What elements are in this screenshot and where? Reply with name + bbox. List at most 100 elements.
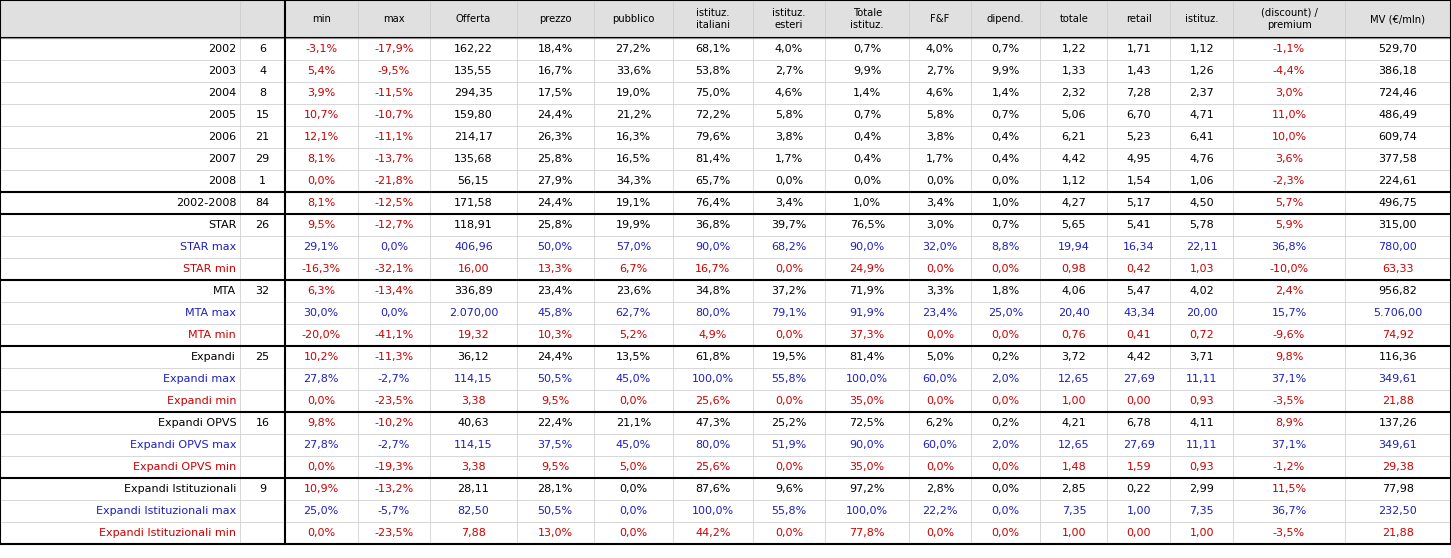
- Text: 20,40: 20,40: [1058, 308, 1090, 318]
- Text: 7,28: 7,28: [1126, 88, 1151, 98]
- Text: 6,2%: 6,2%: [926, 418, 953, 428]
- Text: 3,38: 3,38: [461, 462, 486, 472]
- Text: 37,5%: 37,5%: [537, 440, 573, 450]
- Text: 0,0%: 0,0%: [620, 506, 647, 516]
- Text: 9,5%: 9,5%: [308, 220, 335, 230]
- Text: 4,42: 4,42: [1062, 154, 1087, 164]
- Text: 0,22: 0,22: [1126, 484, 1151, 494]
- Text: -11,1%: -11,1%: [374, 132, 414, 142]
- Text: 0,4%: 0,4%: [853, 154, 881, 164]
- Text: 6,78: 6,78: [1126, 418, 1151, 428]
- Bar: [0, 280, 1451, 302]
- Text: 3,3%: 3,3%: [926, 286, 953, 296]
- Text: -11,3%: -11,3%: [374, 352, 414, 362]
- Text: 0,7%: 0,7%: [991, 110, 1020, 120]
- Text: 40,63: 40,63: [457, 418, 489, 428]
- Text: 36,8%: 36,8%: [695, 220, 730, 230]
- Bar: [0, 434, 1451, 456]
- Text: 232,50: 232,50: [1378, 506, 1418, 516]
- Text: 3,9%: 3,9%: [308, 88, 335, 98]
- Text: 10,2%: 10,2%: [303, 352, 340, 362]
- Text: 0,7%: 0,7%: [991, 44, 1020, 54]
- Text: 0,93: 0,93: [1190, 396, 1214, 406]
- Text: -21,8%: -21,8%: [374, 176, 414, 186]
- Text: 0,0%: 0,0%: [380, 242, 408, 252]
- Text: 2,99: 2,99: [1190, 484, 1214, 494]
- Text: 45,0%: 45,0%: [615, 374, 651, 384]
- Text: 36,7%: 36,7%: [1271, 506, 1307, 516]
- Text: 9,5%: 9,5%: [541, 396, 569, 406]
- Text: 37,1%: 37,1%: [1271, 374, 1307, 384]
- Text: 0,0%: 0,0%: [926, 176, 953, 186]
- Text: 21,88: 21,88: [1381, 528, 1413, 538]
- Text: 780,00: 780,00: [1378, 242, 1418, 252]
- Text: -2,3%: -2,3%: [1273, 176, 1304, 186]
- Text: 135,55: 135,55: [454, 66, 493, 76]
- Text: 8,9%: 8,9%: [1275, 418, 1303, 428]
- Text: 16,3%: 16,3%: [615, 132, 651, 142]
- Text: 37,3%: 37,3%: [850, 330, 885, 340]
- Text: 25,6%: 25,6%: [695, 396, 730, 406]
- Text: 3,71: 3,71: [1190, 352, 1214, 362]
- Text: 2,37: 2,37: [1190, 88, 1214, 98]
- Text: 336,89: 336,89: [454, 286, 493, 296]
- Text: 1,48: 1,48: [1062, 462, 1087, 472]
- Text: 5,8%: 5,8%: [775, 110, 804, 120]
- Text: 27,8%: 27,8%: [303, 440, 340, 450]
- Text: 0,4%: 0,4%: [853, 132, 881, 142]
- Text: 65,7%: 65,7%: [695, 176, 730, 186]
- Text: retail: retail: [1126, 14, 1152, 24]
- Text: 68,2%: 68,2%: [772, 242, 807, 252]
- Text: 406,96: 406,96: [454, 242, 493, 252]
- Text: 377,58: 377,58: [1378, 154, 1418, 164]
- Text: -12,7%: -12,7%: [374, 220, 414, 230]
- Text: 51,9%: 51,9%: [772, 440, 807, 450]
- Text: 1,8%: 1,8%: [991, 286, 1020, 296]
- Text: 9,9%: 9,9%: [853, 66, 881, 76]
- Text: 0,4%: 0,4%: [991, 154, 1020, 164]
- Text: 4,27: 4,27: [1062, 198, 1087, 208]
- Text: 1,00: 1,00: [1126, 506, 1151, 516]
- Text: 0,0%: 0,0%: [775, 176, 802, 186]
- Text: -19,3%: -19,3%: [374, 462, 414, 472]
- Text: -2,7%: -2,7%: [377, 440, 411, 450]
- Text: 6,3%: 6,3%: [308, 286, 335, 296]
- Text: 5,41: 5,41: [1126, 220, 1151, 230]
- Text: 45,8%: 45,8%: [537, 308, 573, 318]
- Text: -9,6%: -9,6%: [1273, 330, 1304, 340]
- Text: -9,5%: -9,5%: [377, 66, 411, 76]
- Text: 5,9%: 5,9%: [1275, 220, 1303, 230]
- Text: 27,8%: 27,8%: [303, 374, 340, 384]
- Text: 29: 29: [255, 154, 270, 164]
- Text: 1,00: 1,00: [1062, 396, 1087, 406]
- Text: 36,12: 36,12: [457, 352, 489, 362]
- Text: 118,91: 118,91: [454, 220, 493, 230]
- Text: 0,0%: 0,0%: [620, 528, 647, 538]
- Text: 0,00: 0,00: [1126, 396, 1151, 406]
- Bar: [0, 324, 1451, 346]
- Text: 21,2%: 21,2%: [615, 110, 651, 120]
- Text: -17,9%: -17,9%: [374, 44, 414, 54]
- Bar: [0, 0, 1451, 38]
- Text: 16,5%: 16,5%: [615, 154, 651, 164]
- Text: 76,4%: 76,4%: [695, 198, 731, 208]
- Text: 0,0%: 0,0%: [775, 330, 802, 340]
- Text: 2.070,00: 2.070,00: [448, 308, 498, 318]
- Text: MTA: MTA: [213, 286, 237, 296]
- Bar: [0, 126, 1451, 148]
- Text: -12,5%: -12,5%: [374, 198, 414, 208]
- Text: -20,0%: -20,0%: [302, 330, 341, 340]
- Text: 3,38: 3,38: [461, 396, 486, 406]
- Text: 25,6%: 25,6%: [695, 462, 730, 472]
- Text: 4,6%: 4,6%: [775, 88, 804, 98]
- Text: -11,5%: -11,5%: [374, 88, 414, 98]
- Text: 5,47: 5,47: [1126, 286, 1151, 296]
- Text: 25,8%: 25,8%: [537, 154, 573, 164]
- Text: 0,93: 0,93: [1190, 462, 1214, 472]
- Text: 43,34: 43,34: [1123, 308, 1155, 318]
- Text: 0,98: 0,98: [1062, 264, 1087, 274]
- Text: Expandi Istituzionali min: Expandi Istituzionali min: [99, 528, 237, 538]
- Text: 72,5%: 72,5%: [850, 418, 885, 428]
- Text: 36,8%: 36,8%: [1271, 242, 1307, 252]
- Text: 1,4%: 1,4%: [991, 88, 1020, 98]
